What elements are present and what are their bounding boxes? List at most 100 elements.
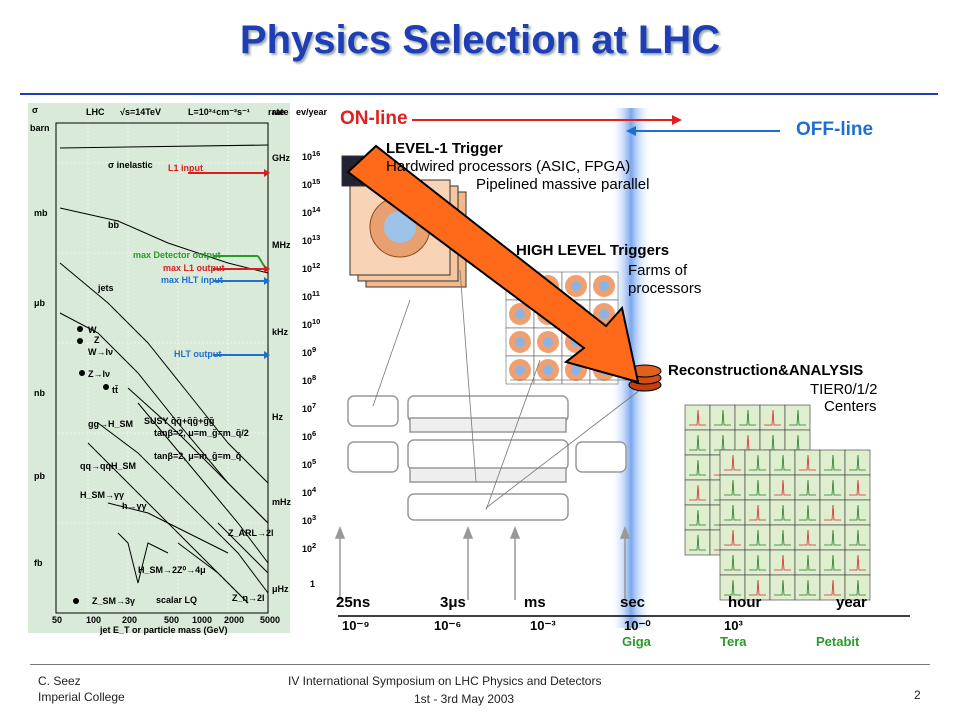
reco-plot-trace — [799, 504, 816, 521]
rate-ghz: GHz — [272, 153, 290, 163]
lumi-label: L=10³⁴cm⁻²s⁻¹ — [188, 107, 250, 117]
unit-ub: μb — [34, 298, 46, 308]
exp-9: 9 — [312, 345, 317, 354]
daq-boxes — [347, 395, 627, 521]
reco-plot-trace — [689, 459, 706, 476]
arrow-label-max-hlt: max HLT input — [161, 275, 223, 285]
power-1e0: 10⁻⁰ — [624, 618, 651, 633]
reco-plot-trace — [724, 579, 741, 596]
unit-mb: mb — [34, 208, 48, 218]
exp-7: 7 — [312, 401, 317, 410]
reconstruction-plots-stack — [684, 404, 871, 601]
reco-plot-trace — [689, 509, 706, 526]
reco-plot-trace — [849, 579, 866, 596]
exp-3: 3 — [312, 513, 317, 522]
reco-plot-trace — [849, 554, 866, 571]
reco-plot-trace — [824, 579, 841, 596]
reco-plot-trace — [799, 529, 816, 546]
farm-processor-core — [543, 337, 553, 347]
scale-tera: Tera — [720, 634, 747, 649]
label-tanb-2: tanβ=2, μ=m_g̃=m_q̃ — [154, 451, 242, 461]
data-flow-big-arrow — [346, 144, 640, 384]
x-tick-200: 200 — [122, 615, 138, 625]
energy-label: √s=14TeV — [120, 107, 162, 117]
title-underline — [20, 93, 938, 95]
reco-plot-trace — [724, 454, 741, 471]
exp-11: 11 — [312, 289, 320, 298]
hlt-title: HIGH LEVEL Triggers — [516, 242, 670, 259]
x-tick-50: 50 — [52, 615, 63, 625]
exp-5: 5 — [312, 457, 317, 466]
label-zeta: Z_η→2l — [232, 593, 265, 603]
rate-uhz: μHz — [272, 584, 289, 594]
reco-title: Reconstruction&ANALYSIS — [668, 362, 864, 379]
reco-plot-trace — [724, 529, 741, 546]
evyear-header: ev/year — [296, 107, 328, 117]
rate-khz: kHz — [272, 327, 289, 337]
reco-plot-trace — [764, 409, 781, 426]
x-axis-label: jet E_T or particle mass (GeV) — [100, 625, 228, 635]
reco-plot-trace — [774, 504, 791, 521]
label-h-gg: H_SM→γγ — [80, 490, 125, 500]
reco-plot-trace — [749, 479, 766, 496]
reco-plot-trace — [774, 529, 791, 546]
scale-giga: Giga — [622, 634, 651, 649]
unit-nb: nb — [34, 388, 45, 398]
arrow-label-max-detector: max Detector output — [133, 250, 221, 260]
exp-13: 13 — [312, 233, 321, 242]
reco-plot-trace — [799, 579, 816, 596]
reco-line1: TIER0/1/2 — [810, 381, 878, 398]
unit-fb: fb — [34, 558, 43, 568]
time-hour: hour — [728, 594, 762, 611]
farm-processor-core — [515, 365, 525, 375]
offline-label: OFF-line — [796, 119, 874, 140]
reco-plot-trace — [724, 504, 741, 521]
farm-processor-core — [515, 309, 525, 319]
reco-line2: Centers — [824, 398, 877, 415]
reco-plot-trace — [789, 409, 806, 426]
label-zll: Z→lν — [88, 369, 111, 379]
farm-processor-core — [599, 281, 609, 291]
trigger-diagram — [334, 108, 910, 628]
reco-plot-trace — [689, 434, 706, 451]
farm-processor-core — [543, 365, 553, 375]
farm-processor-core — [571, 365, 581, 375]
online-label: ON-line — [340, 108, 408, 129]
label-h-4mu: H_SM→2Z⁰→4μ — [138, 565, 206, 575]
label-z: Z — [94, 335, 100, 345]
power-1e-6: 10⁻⁶ — [434, 618, 462, 633]
exp-12: 12 — [312, 261, 321, 270]
reco-plot-trace — [849, 529, 866, 546]
ev-year-scale: 1016 1015 1014 1013 1012 1011 1010 109 1… — [302, 149, 321, 589]
reco-plot-trace — [689, 484, 706, 501]
label-inelastic: σ inelastic — [108, 160, 153, 170]
exp-6: 6 — [312, 429, 317, 438]
exp-4: 4 — [312, 485, 317, 494]
power-1e3: 10³ — [724, 618, 743, 633]
label-tanb-1: tanβ=2, μ=m_g̃=m_q̃/2 — [154, 428, 249, 438]
exp-8: 8 — [312, 373, 317, 382]
rate-label: rate — [268, 107, 285, 117]
hlt-line2: processors — [628, 280, 702, 297]
label-jets: jets — [98, 283, 114, 293]
exp-16: 16 — [312, 149, 321, 158]
scale-petabit: Petabit — [816, 634, 860, 649]
label-qq-qqh: qq→qqH_SM — [80, 461, 136, 471]
reco-plot-trace — [689, 534, 706, 551]
footer-author: C. Seez — [38, 674, 81, 688]
farm-processor-core — [515, 337, 525, 347]
reco-plot-trace — [774, 579, 791, 596]
exp-14: 14 — [312, 205, 321, 214]
reco-plot-trace — [824, 479, 841, 496]
cross-section-chart: σ LHC √s=14TeV L=10³⁴cm⁻²s⁻¹ rate barn m… — [28, 103, 290, 635]
arrow-label-l1-input: L1 input — [168, 163, 203, 173]
exp-15: 15 — [312, 177, 321, 186]
label-h-gg-small: h→γγ — [122, 501, 147, 511]
reco-plot-trace — [774, 554, 791, 571]
footer-institution: Imperial College — [38, 690, 125, 704]
reco-plot-trace — [749, 529, 766, 546]
reco-plot-trace — [824, 529, 841, 546]
reco-plot-trace — [749, 579, 766, 596]
unit-pb: pb — [34, 471, 45, 481]
x-tick-1000: 1000 — [192, 615, 213, 625]
